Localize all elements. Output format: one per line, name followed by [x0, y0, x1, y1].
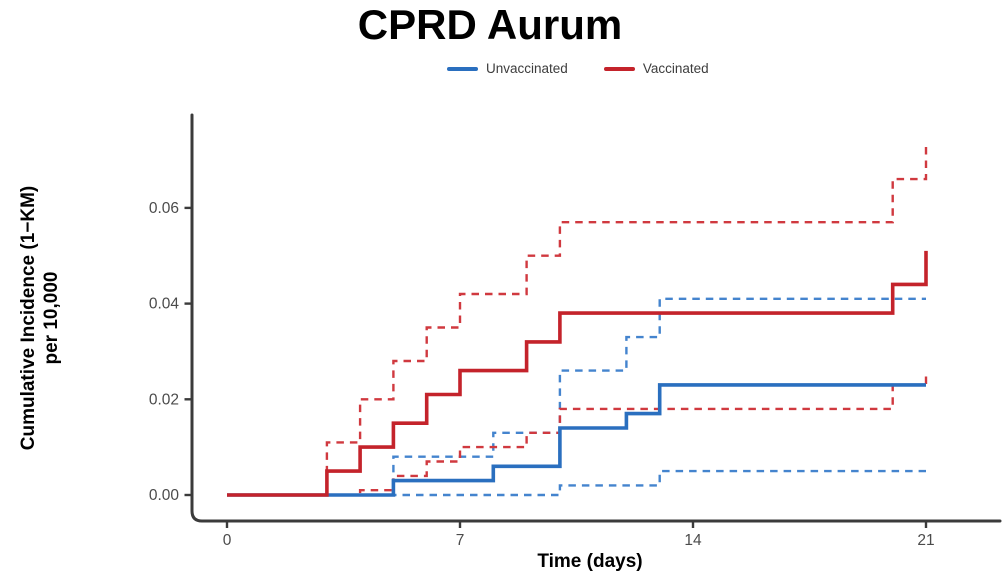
x-tick-label-14: 14	[684, 532, 702, 549]
series-unvaccinated-upper-95-ci	[227, 297, 926, 497]
legend-label-unvaccinated: Unvaccinated	[486, 61, 568, 76]
series-vaccinated	[227, 250, 928, 497]
y-tick-label-0.02: 0.02	[149, 391, 179, 408]
y-tick-label-0.00: 0.00	[149, 487, 180, 504]
axis-lines	[190, 113, 1002, 523]
vaccinated-line-key-icon	[603, 66, 635, 71]
x-tick-label-7: 7	[456, 532, 465, 549]
x-tick-label-0: 0	[223, 532, 232, 549]
legend: Unvaccinated Vaccinated	[447, 61, 709, 76]
series-unvaccinated-lower-95-ci	[227, 469, 926, 497]
legend-label-vaccinated: Vaccinated	[642, 61, 709, 76]
series-vaccinated-upper-95-ci	[227, 145, 928, 497]
x-axis-title: Time (days)	[537, 551, 642, 572]
series-layer	[227, 145, 928, 497]
series-vaccinated-lower-95-ci	[227, 370, 928, 497]
series-unvaccinated	[227, 383, 926, 497]
y-tick-label-0.06: 0.06	[149, 200, 179, 217]
legend-item-vaccinated: Vaccinated	[603, 61, 709, 76]
legend-item-unvaccinated: Unvaccinated	[447, 61, 568, 76]
unvaccinated-line-key-icon	[447, 66, 478, 71]
chart-title: CPRD Aurum	[357, 1, 623, 48]
y-tick-label-0.04: 0.04	[149, 296, 180, 313]
x-tick-label-21: 21	[917, 532, 934, 549]
